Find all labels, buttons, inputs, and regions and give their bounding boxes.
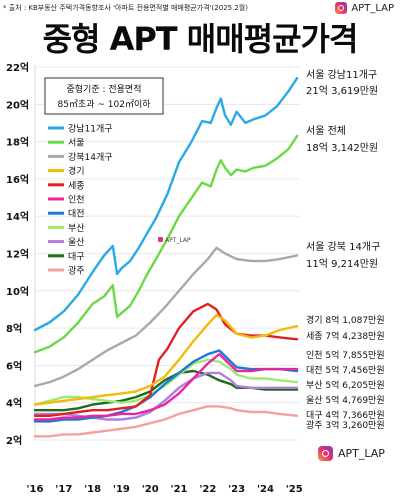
series-line xyxy=(33,405,299,438)
y-axis-ticks: 2억 4억 6억 8억 10억 12억 14억 16억 18억 20억 22억 xyxy=(6,62,29,447)
series-line xyxy=(33,246,299,388)
legend-label: 세종 xyxy=(68,180,85,191)
x-tick-label: '23 xyxy=(228,484,245,495)
page-title: 중형 APT 매매평균가격 xyxy=(42,20,359,58)
instagram-icon xyxy=(335,2,348,14)
legend-label: 경기 xyxy=(68,165,85,177)
brand-bottom: APT_LAP xyxy=(318,446,385,461)
annotation-label: 21억 3,619만원 xyxy=(306,85,378,97)
legend-label: 강북14개구 xyxy=(68,152,113,163)
annotation-label: 대전 5억 7,456만원 xyxy=(306,364,385,376)
x-tick-label: '25 xyxy=(286,484,303,495)
annotation-label: 울산 5억 4,769만원 xyxy=(306,394,385,406)
annotation-label: 부산 5억 6,205만원 xyxy=(306,379,385,391)
x-tick-label: '21 xyxy=(171,484,188,495)
legend-label: 서울 xyxy=(68,138,85,149)
x-axis-ticks: '16 '17 '18 '19 '20 '21 '22 '23 '24 '25 xyxy=(27,484,303,495)
annotation-label: 대구 4억 7,366만원 xyxy=(306,409,385,421)
y-tick-label: 14억 xyxy=(6,211,29,223)
watermark-icon xyxy=(158,237,163,242)
x-tick-label: '19 xyxy=(113,484,130,495)
criteria-box: 중형기준 : 전용면적 85㎡초과 ~ 102㎡이하 xyxy=(44,77,164,115)
series-line xyxy=(33,313,299,406)
annotation-label: 18억 3,142만원 xyxy=(306,142,378,154)
y-tick-label: 10억 xyxy=(6,286,29,298)
criteria-range: 85㎡초과 ~ 102㎡이하 xyxy=(57,99,151,110)
x-tick-label: '18 xyxy=(84,484,101,495)
legend-label: 부산 xyxy=(68,223,85,234)
criteria-title: 중형기준 : 전용면적 xyxy=(67,83,142,95)
legend-label: 인천 xyxy=(68,195,85,206)
series-line xyxy=(33,358,299,406)
x-tick-label: '17 xyxy=(55,484,72,495)
x-tick-label: '20 xyxy=(142,484,159,495)
y-tick-label: 6억 xyxy=(6,360,22,372)
legend-label: 강남11개구 xyxy=(68,124,113,135)
annotation-label: 서울 강북 14개구 xyxy=(306,241,380,253)
watermark: APT_LAP xyxy=(158,237,191,244)
y-tick-label: 8억 xyxy=(6,323,22,335)
legend-label: 대구 xyxy=(68,251,85,262)
y-tick-label: 4억 xyxy=(6,398,22,410)
brand-handle: APT_LAP xyxy=(351,2,394,14)
y-tick-label: 18억 xyxy=(6,137,29,149)
series-line xyxy=(33,76,299,332)
y-tick-label: 16억 xyxy=(6,174,29,186)
y-tick-label: 2억 xyxy=(6,435,22,447)
annotation-label: 서울 전체 xyxy=(306,125,346,137)
grid xyxy=(34,65,300,441)
brand-top: APT_LAP xyxy=(335,2,394,14)
annotation-label: 세종 7억 4,238만원 xyxy=(306,330,385,342)
x-tick-label: '16 xyxy=(27,484,44,495)
annotation-label: 서울 강남11개구 xyxy=(306,69,377,81)
y-tick-label: 22억 xyxy=(6,62,29,74)
instagram-icon xyxy=(318,446,333,461)
annotation-label: 11억 9,214만원 xyxy=(306,258,378,270)
legend-label: 울산 xyxy=(68,237,85,248)
annotation-label: 경기 8억 1,087만원 xyxy=(306,314,385,326)
footer-brand: APT_LAP xyxy=(338,447,385,460)
y-tick-label: 12억 xyxy=(6,249,29,261)
series-line xyxy=(33,353,299,421)
legend-label: 광주 xyxy=(68,265,85,277)
y-tick-label: 20억 xyxy=(6,99,29,111)
annotation-label: 광주 3억 3,260만원 xyxy=(306,419,385,431)
series-line xyxy=(33,349,299,423)
source-note: * 출처 : KB부동산 주택가격동향조사 '아파트 전용면적별 매매평균가격'… xyxy=(3,4,248,12)
annotation-label: 인천 5억 7,855만원 xyxy=(306,349,385,361)
x-tick-label: '22 xyxy=(199,484,216,495)
x-tick-label: '24 xyxy=(257,484,274,495)
series-line xyxy=(33,134,299,354)
series-lines xyxy=(33,76,299,438)
legend-label: 대전 xyxy=(68,209,85,220)
watermark-text: APT_LAP xyxy=(165,237,191,244)
